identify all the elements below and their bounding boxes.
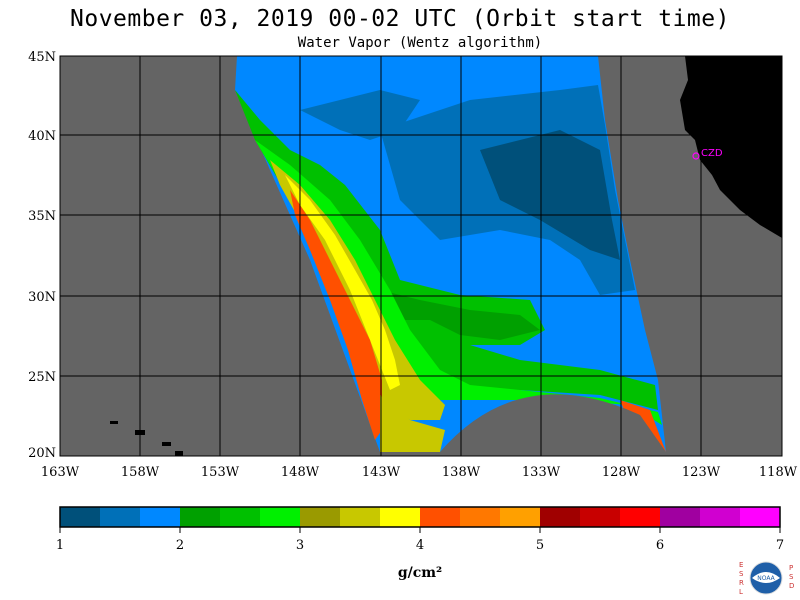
land-mass xyxy=(680,56,782,238)
colorbar-swatch xyxy=(740,507,781,527)
svg-text:S: S xyxy=(739,570,744,578)
lat-label: 35N xyxy=(28,209,56,224)
swath-wetter-band xyxy=(285,175,400,390)
lon-label: 123W xyxy=(682,465,721,480)
colorbar-tick-label: 2 xyxy=(176,538,184,553)
colorbar-tick-label: 5 xyxy=(536,538,544,553)
colorbar-swatch xyxy=(620,507,661,527)
lon-label: 163W xyxy=(41,465,80,480)
colorbar-swatch xyxy=(180,507,221,527)
lon-label: 153W xyxy=(201,465,240,480)
colorbar-swatch xyxy=(540,507,581,527)
svg-text:S: S xyxy=(789,573,794,581)
water-vapor-swath xyxy=(235,56,666,452)
swath-moist-band xyxy=(235,90,658,410)
swath-gap xyxy=(440,394,666,452)
colorbar-swatch xyxy=(420,507,461,527)
colorbar-swatch xyxy=(660,507,701,527)
colorbar-tick-label: 7 xyxy=(776,538,784,553)
svg-text:E: E xyxy=(739,561,743,569)
map-border xyxy=(59,55,783,457)
map-title: November 03, 2019 00-02 UTC (Orbit start… xyxy=(70,6,730,32)
colorbar-unit: g/cm² xyxy=(397,565,443,581)
swath-driest-region xyxy=(480,130,620,260)
map-subtitle: Water Vapor (Wentz algorithm) xyxy=(297,35,543,51)
swath-wettest-band xyxy=(290,190,382,440)
lon-label: 133W xyxy=(522,465,561,480)
colorbar-tick-label: 6 xyxy=(656,538,664,553)
longitude-labels: 163W 158W 153W 148W 143W 138W 133W 128W 123W 118W xyxy=(41,465,798,480)
colorbar-swatch xyxy=(140,507,181,527)
colorbar-swatch xyxy=(700,507,741,527)
noaa-logo-text: NOAA xyxy=(757,575,775,582)
latitude-labels: 45N 40N 35N 30N 25N 20N xyxy=(28,50,56,461)
colorbar-swatch xyxy=(260,507,301,527)
lat-label: 45N xyxy=(28,50,56,65)
colorbar-swatch xyxy=(500,507,541,527)
lat-label: 25N xyxy=(28,370,56,385)
map-grid xyxy=(60,56,782,456)
colorbar-swatch xyxy=(460,507,501,527)
station-marker: CZD xyxy=(692,148,723,160)
colorbar-swatch xyxy=(220,507,261,527)
lat-label: 30N xyxy=(28,290,56,305)
colorbar-tick-label: 4 xyxy=(416,538,424,553)
swath-moist-core xyxy=(380,290,540,340)
swath-dry-patch-north xyxy=(300,90,420,140)
svg-text:R: R xyxy=(739,579,744,587)
svg-text:P: P xyxy=(789,564,793,572)
colorbar-swatch xyxy=(100,507,141,527)
lon-label: 128W xyxy=(602,465,641,480)
colorbar-swatch xyxy=(340,507,381,527)
station-label: CZD xyxy=(701,148,723,159)
svg-text:D: D xyxy=(789,582,794,590)
colorbar-swatch xyxy=(60,507,101,527)
colorbar-swatch xyxy=(580,507,621,527)
lon-label: 148W xyxy=(281,465,320,480)
colorbar-swatch xyxy=(380,507,421,527)
lon-label: 118W xyxy=(759,465,798,480)
colorbar xyxy=(59,506,781,528)
colorbar-ticks: 1 2 3 4 5 6 7 xyxy=(56,527,784,553)
svg-text:L: L xyxy=(739,588,743,596)
noaa-logo: E S R L NOAA P S D xyxy=(739,561,794,596)
colorbar-swatch xyxy=(300,507,341,527)
lon-label: 158W xyxy=(121,465,160,480)
colorbar-tick-label: 3 xyxy=(296,538,304,553)
swath-south-wet xyxy=(380,395,445,452)
lon-label: 138W xyxy=(442,465,481,480)
colorbar-tick-label: 1 xyxy=(56,538,64,553)
lat-label: 20N xyxy=(28,446,56,461)
lon-label: 143W xyxy=(362,465,401,480)
lat-label: 40N xyxy=(28,129,56,144)
